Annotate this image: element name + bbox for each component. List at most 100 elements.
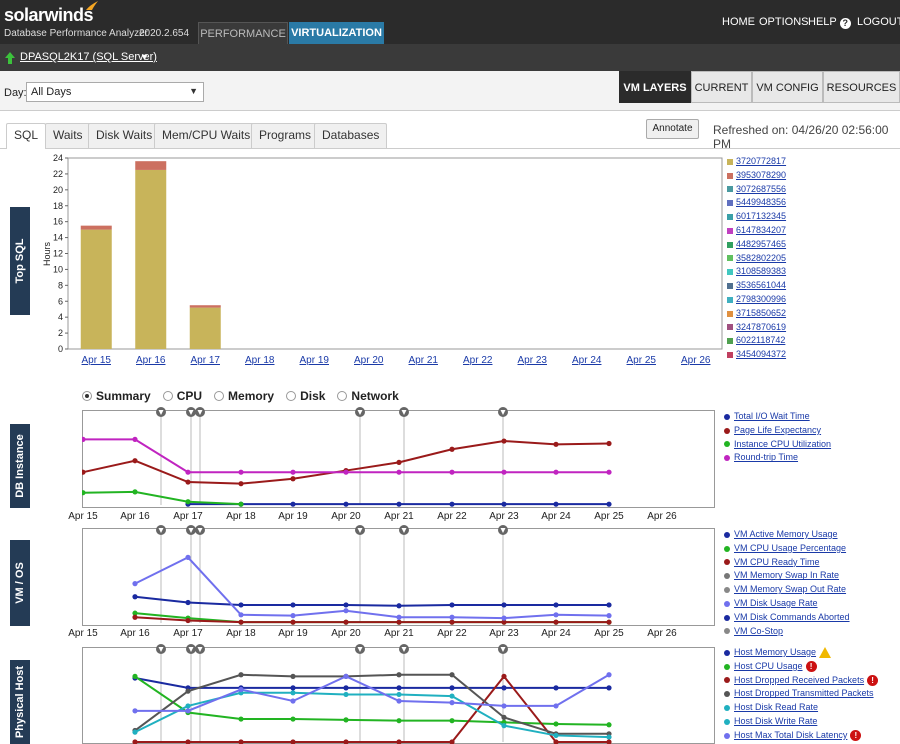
- x-tick-label[interactable]: Apr 17: [191, 355, 221, 366]
- event-marker-icon[interactable]: [498, 407, 508, 417]
- data-point-host-dropped-received-packets[interactable]: [449, 739, 455, 744]
- data-point-round-trip-time[interactable]: [553, 469, 559, 475]
- options-link[interactable]: OPTIONS: [759, 16, 809, 28]
- tab-sql[interactable]: SQL: [6, 123, 47, 149]
- data-point-host-disk-read-rate[interactable]: [343, 691, 349, 698]
- data-point-total-i-o-wait-time[interactable]: [606, 501, 612, 507]
- legend-item[interactable]: Host Dropped Received Packets!: [724, 674, 879, 688]
- legend-link[interactable]: VM Disk Usage Rate: [734, 597, 818, 608]
- data-point-host-max-total-disk-latency[interactable]: [606, 672, 612, 678]
- legend-item[interactable]: 3953078290: [727, 169, 786, 183]
- event-marker-icon[interactable]: [186, 525, 196, 535]
- legend-link[interactable]: Host Dropped Transmitted Packets: [734, 688, 874, 699]
- legend-link[interactable]: Host Disk Write Rate: [734, 715, 818, 726]
- data-point-round-trip-time[interactable]: [449, 469, 455, 475]
- radio-cpu[interactable]: CPU: [162, 389, 202, 403]
- legend-link[interactable]: Page Life Expectancy: [734, 424, 822, 435]
- data-point-round-trip-time[interactable]: [396, 469, 402, 475]
- tab-resources[interactable]: RESOURCES: [823, 71, 900, 103]
- data-point-host-dropped-received-packets[interactable]: [185, 739, 191, 744]
- legend-item[interactable]: Round-trip Time: [724, 451, 831, 465]
- event-marker-icon[interactable]: [355, 525, 365, 535]
- legend-link[interactable]: VM CPU Usage Percentage: [734, 542, 847, 553]
- data-point-host-disk-read-rate[interactable]: [449, 693, 455, 699]
- data-point-host-cpu-usage[interactable]: [238, 716, 244, 722]
- data-point-round-trip-time[interactable]: [290, 469, 296, 475]
- legend-link[interactable]: VM Disk Commands Aborted: [734, 611, 850, 622]
- data-point-page-life-expectancy[interactable]: [290, 476, 296, 482]
- data-point-host-max-total-disk-latency[interactable]: [501, 703, 507, 709]
- data-point-instance-cpu-utilization[interactable]: [82, 490, 86, 496]
- x-tick-label[interactable]: Apr 25: [627, 355, 657, 366]
- data-point-vm-active-memory-usage[interactable]: [396, 603, 402, 609]
- data-point-host-disk-read-rate[interactable]: [501, 723, 507, 729]
- data-point-page-life-expectancy[interactable]: [449, 446, 455, 452]
- legend-item[interactable]: 3720772817: [727, 155, 786, 169]
- data-point-round-trip-time[interactable]: [132, 436, 138, 442]
- data-point-vm-cpu-usage-percentage[interactable]: [132, 610, 138, 616]
- event-marker-icon[interactable]: [195, 407, 205, 417]
- event-marker-icon[interactable]: [186, 407, 196, 417]
- data-point-host-max-total-disk-latency[interactable]: [449, 700, 455, 706]
- legend-link[interactable]: 2798300996: [736, 293, 787, 304]
- legend-item[interactable]: 3536561044: [727, 279, 786, 293]
- legend-link[interactable]: 3247870619: [736, 321, 787, 332]
- legend-item[interactable]: 3108589383: [727, 265, 786, 279]
- data-point-host-cpu-usage[interactable]: [343, 717, 349, 723]
- data-point-host-dropped-received-packets[interactable]: [238, 739, 244, 744]
- data-point-host-cpu-usage[interactable]: [606, 722, 612, 728]
- data-point-host-memory-usage[interactable]: [553, 685, 559, 691]
- x-tick-label[interactable]: Apr 23: [518, 355, 548, 366]
- tab-databases[interactable]: Databases: [314, 123, 388, 148]
- data-point-total-i-o-wait-time[interactable]: [396, 501, 402, 507]
- data-point-host-dropped-transmitted-packets[interactable]: [501, 714, 507, 720]
- data-point-vm-active-memory-usage[interactable]: [185, 599, 191, 606]
- data-point-host-memory-usage[interactable]: [343, 685, 349, 691]
- annotate-button[interactable]: Annotate: [646, 119, 699, 139]
- bar-3953078290-apr-15[interactable]: [80, 225, 112, 230]
- data-point-page-life-expectancy[interactable]: [82, 469, 86, 475]
- data-point-host-cpu-usage[interactable]: [290, 716, 296, 722]
- x-tick-label[interactable]: Apr 15: [82, 355, 112, 366]
- data-point-host-max-total-disk-latency[interactable]: [553, 703, 559, 709]
- radio-network[interactable]: Network: [337, 389, 399, 403]
- data-point-vm-active-memory-usage[interactable]: [449, 602, 455, 608]
- legend-item[interactable]: 3582802205: [727, 252, 786, 266]
- data-point-host-dropped-received-packets[interactable]: [606, 739, 612, 744]
- data-point-vm-disk-usage-rate[interactable]: [185, 554, 191, 560]
- x-tick-label[interactable]: Apr 16: [136, 355, 166, 366]
- legend-item[interactable]: Host Memory Usage: [724, 646, 878, 660]
- legend-item[interactable]: VM CPU Ready Time: [724, 556, 850, 570]
- data-point-round-trip-time[interactable]: [185, 469, 191, 475]
- data-point-host-memory-usage[interactable]: [396, 685, 402, 691]
- data-point-vm-disk-usage-rate[interactable]: [501, 615, 507, 621]
- day-select[interactable]: All Days ▼: [26, 82, 204, 102]
- error-icon[interactable]: !: [805, 661, 817, 673]
- help-link[interactable]: HELP?: [808, 16, 851, 29]
- data-point-host-dropped-received-packets[interactable]: [343, 739, 349, 744]
- legend-link[interactable]: VM CPU Ready Time: [734, 556, 820, 567]
- data-point-host-dropped-transmitted-packets[interactable]: [290, 673, 296, 679]
- legend-item[interactable]: Host Disk Read Rate: [724, 701, 878, 715]
- legend-item[interactable]: 2798300996: [727, 293, 786, 307]
- x-tick-label[interactable]: Apr 20: [354, 355, 384, 366]
- x-tick-label[interactable]: Apr 19: [300, 355, 330, 366]
- event-marker-icon[interactable]: [498, 525, 508, 535]
- data-point-vm-cpu-ready-time[interactable]: [553, 619, 559, 625]
- legend-link[interactable]: 3108589383: [736, 266, 787, 277]
- legend-item[interactable]: 6022118742: [727, 334, 786, 348]
- tab-vm-layers[interactable]: VM LAYERS: [619, 71, 691, 103]
- data-point-host-dropped-transmitted-packets[interactable]: [449, 672, 455, 678]
- data-point-round-trip-time[interactable]: [238, 469, 244, 475]
- legend-link[interactable]: 6022118742: [736, 335, 786, 346]
- event-marker-icon[interactable]: [156, 407, 166, 417]
- data-point-page-life-expectancy[interactable]: [132, 458, 138, 464]
- data-point-total-i-o-wait-time[interactable]: [553, 501, 559, 507]
- event-marker-icon[interactable]: [355, 407, 365, 417]
- server-selector[interactable]: DPASQL2K17 (SQL Server): [20, 51, 157, 63]
- data-point-vm-cpu-ready-time[interactable]: [238, 619, 244, 625]
- legend-item[interactable]: VM Active Memory Usage: [724, 528, 850, 542]
- event-marker-icon[interactable]: [399, 407, 409, 417]
- data-point-host-disk-read-rate[interactable]: [606, 734, 612, 740]
- data-point-host-max-total-disk-latency[interactable]: [396, 698, 402, 704]
